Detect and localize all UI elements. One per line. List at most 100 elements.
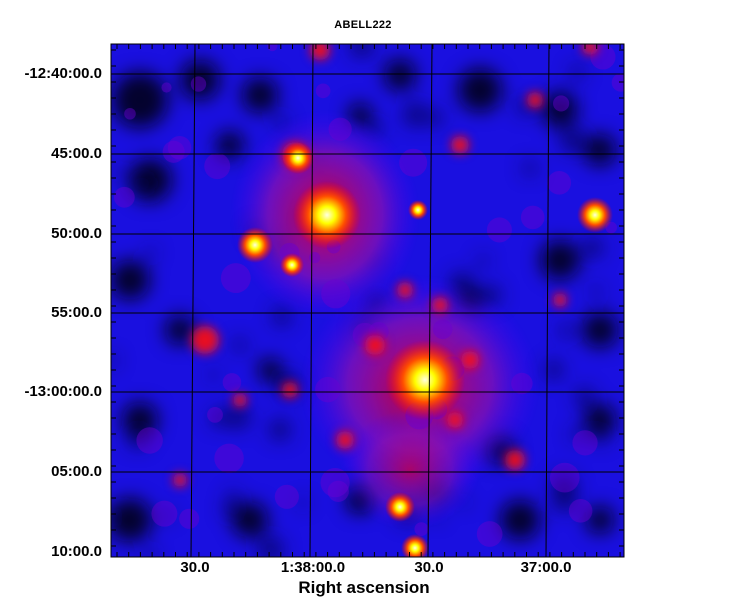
diffuse-clump (190, 76, 207, 92)
diffuse-clump (308, 252, 321, 264)
dark-patch (242, 77, 278, 113)
dark-patch (458, 68, 502, 112)
diffuse-clump (267, 44, 278, 52)
y-tick-label: -13:00:00.0 (24, 383, 102, 400)
dark-patch (111, 509, 118, 523)
dark-patch (112, 72, 168, 128)
diffuse-clump (151, 500, 178, 527)
dark-patch (570, 64, 585, 80)
diffuse-region (340, 410, 480, 530)
grid-line (545, 44, 550, 557)
dark-patch (162, 510, 173, 521)
dark-patch (582, 312, 618, 348)
dark-patch (584, 134, 616, 166)
grid-line (427, 44, 433, 557)
bright-source (237, 227, 273, 263)
diffuse-clump (553, 95, 570, 112)
faint-source (447, 412, 463, 428)
diffuse-clump (320, 467, 350, 498)
dark-patch (210, 409, 228, 427)
diffuse-clump (207, 406, 223, 423)
diffuse-clump (315, 83, 331, 99)
dark-patch (165, 315, 195, 345)
dark-patch (122, 402, 158, 438)
faint-source (233, 393, 247, 407)
diffuse-clump (220, 263, 251, 294)
x-axis-title: Right ascension (298, 578, 430, 597)
diffuse-clump (476, 521, 503, 547)
diffuse-clump (124, 107, 136, 120)
bright-source (282, 142, 314, 174)
y-tick-label: 05:00.0 (51, 463, 102, 480)
dark-patch (272, 307, 292, 327)
image-content (111, 44, 624, 557)
image-title: ABELL222 (334, 19, 392, 31)
y-tick-label: 45:00.0 (51, 145, 102, 162)
faint-source (173, 473, 187, 487)
diffuse-clump (432, 319, 453, 340)
diffuse-clump (327, 480, 349, 502)
bright-source (280, 253, 304, 277)
diffuse-emission (113, 44, 624, 547)
diffuse-clump (520, 205, 545, 230)
x-tick-label: 1:38:00.0 (280, 559, 346, 576)
grid-line (309, 44, 314, 557)
diffuse-clump (113, 186, 135, 208)
dark-patch (582, 237, 604, 258)
diffuse-clump (328, 117, 352, 141)
dark-patch (232, 337, 247, 353)
diffuse-clump (162, 140, 185, 163)
dark-patch (586, 506, 614, 534)
dark-patch (132, 175, 151, 194)
faint-source (432, 297, 448, 313)
bright-source (293, 181, 361, 249)
dark-patch (180, 60, 220, 100)
dark-patch (558, 323, 574, 338)
dark-patch (144, 549, 157, 557)
faint-source (397, 282, 413, 298)
diffuse-clump (511, 372, 533, 395)
dark-patch (226, 405, 251, 430)
y-tick-label: 55:00.0 (51, 304, 102, 321)
dark-patch (384, 59, 416, 91)
bright-source (408, 200, 428, 220)
dark-patch (145, 247, 157, 259)
bright-source (401, 534, 429, 557)
faint-source (527, 92, 543, 108)
dark-patch (584, 404, 616, 436)
diffuse-clump (321, 279, 351, 309)
faint-source (451, 136, 469, 154)
faint-source (191, 326, 219, 354)
x-tick-label: 30.0 (414, 559, 444, 576)
diffuse-clump (547, 170, 572, 195)
dark-patch (522, 160, 538, 176)
dark-patch (232, 502, 268, 538)
bright-source (385, 492, 415, 522)
dark-patch (590, 285, 602, 297)
diffuse-clump (315, 376, 341, 403)
dark-patch (560, 127, 586, 154)
dark-patch (402, 102, 428, 127)
diffuse-clump (204, 153, 231, 180)
dark-patch (111, 354, 118, 367)
diffuse-clump (214, 443, 244, 474)
faint-source (461, 351, 479, 369)
diffuse-clump (568, 499, 593, 523)
dark-patch (208, 369, 219, 381)
diffuse-clump (611, 73, 624, 92)
dark-patch (227, 490, 240, 503)
dark-patch (551, 472, 577, 499)
bright-source (577, 197, 613, 233)
dark-patch (111, 166, 122, 177)
dark-patch (427, 109, 444, 127)
faint-source (505, 450, 525, 470)
faint-source (336, 431, 354, 449)
faint-source (282, 382, 298, 398)
faint-source (310, 44, 330, 60)
dark-patch (257, 536, 284, 557)
dark-patch (111, 260, 150, 300)
diffuse-clump (136, 427, 163, 454)
axis-ticks (111, 44, 624, 557)
faint-source (365, 335, 385, 355)
